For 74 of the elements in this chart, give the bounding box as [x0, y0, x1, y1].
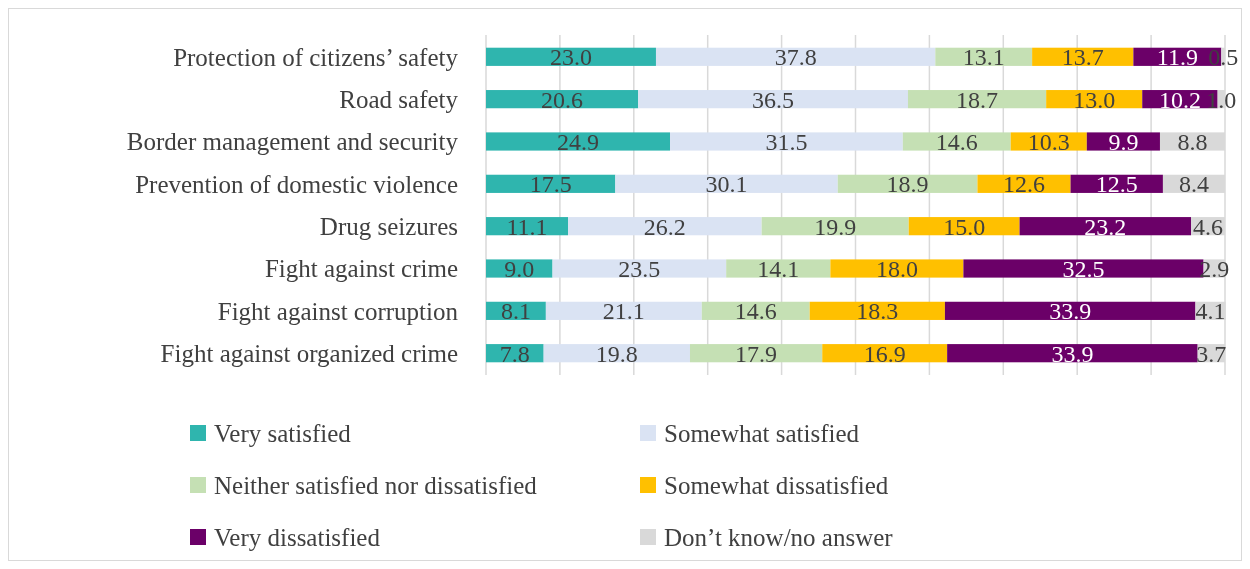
data-label: 21.1: [602, 298, 645, 325]
data-label: 11.1: [506, 213, 548, 240]
bar: [486, 132, 671, 151]
y-tick-label: Prevention of domestic violence: [135, 170, 458, 198]
data-label: 23.0: [549, 44, 592, 71]
data-label: 10.3: [1027, 128, 1070, 155]
data-label: 14.1: [757, 255, 800, 282]
y-tick-label: Fight against corruption: [217, 297, 459, 325]
data-label: 18.0: [875, 255, 918, 282]
data-label: 8.8: [1177, 128, 1208, 155]
data-label: 31.5: [765, 128, 808, 155]
data-label: 17.9: [735, 340, 778, 367]
y-tick-label: Fight against organized crime: [160, 339, 458, 367]
data-label: 10.2: [1158, 86, 1201, 113]
bar: [486, 47, 656, 66]
data-label: 33.9: [1051, 340, 1094, 367]
legend-label: Very satisfied: [214, 419, 352, 447]
data-label: 30.1: [705, 171, 748, 198]
data-label: 32.5: [1062, 255, 1105, 282]
data-label: 19.9: [814, 213, 857, 240]
data-label: 20.6: [541, 86, 584, 113]
y-tick-label: Protection of citizens’ safety: [173, 43, 459, 71]
bar: [944, 301, 1196, 320]
y-tick-label: Border management and security: [126, 128, 459, 156]
bar: [552, 259, 727, 278]
bar: [655, 47, 936, 66]
data-label: 37.8: [774, 44, 817, 71]
data-label: 36.5: [752, 86, 795, 113]
bar: [486, 174, 616, 193]
legend-label: Neither satisfied nor dissatisfied: [214, 471, 538, 499]
data-label: 12.6: [1002, 171, 1045, 198]
bar: [638, 90, 908, 109]
data-label: 16.9: [863, 340, 906, 367]
data-label: 17.5: [529, 171, 572, 198]
data-label: 8.1: [500, 298, 531, 325]
data-label: 24.9: [557, 128, 600, 155]
data-label: 15.0: [943, 213, 986, 240]
data-label: 13.1: [962, 44, 1005, 71]
legend-label: Very dissatisfied: [214, 523, 381, 551]
data-label: 26.2: [643, 213, 686, 240]
data-label: 18.3: [856, 298, 899, 325]
bar: [670, 132, 903, 151]
y-tick-label: Fight against crime: [264, 255, 458, 283]
bar: [830, 259, 964, 278]
bar: [726, 259, 831, 278]
bar: [545, 301, 702, 320]
data-label: 19.8: [595, 340, 638, 367]
bar: [568, 217, 762, 236]
data-label: 12.5: [1095, 171, 1138, 198]
data-label: 14.6: [935, 128, 978, 155]
data-label: 18.9: [886, 171, 929, 198]
data-label: 4.1: [1195, 298, 1226, 325]
data-label: 33.9: [1049, 298, 1092, 325]
data-label: 18.7: [956, 86, 999, 113]
data-label: 13.7: [1061, 44, 1104, 71]
legend-label: Somewhat satisfied: [664, 419, 860, 447]
data-label: 14.6: [734, 298, 777, 325]
data-label: 4.6: [1193, 213, 1223, 240]
legend-label: Somewhat dissatisfied: [664, 471, 889, 499]
data-label: 9.0: [504, 255, 535, 282]
legend-label: Don’t know/no answer: [664, 523, 894, 551]
y-tick-label: Road safety: [339, 85, 459, 113]
data-label: 23.5: [618, 255, 661, 282]
bar: [947, 344, 1198, 363]
data-label: 7.8: [499, 340, 530, 367]
bar: [902, 132, 1011, 151]
data-label: 8.4: [1178, 171, 1209, 198]
bar: [615, 174, 838, 193]
data-label: 23.2: [1084, 213, 1127, 240]
y-tick-label: Drug seizures: [319, 212, 458, 240]
data-label: 9.9: [1108, 128, 1139, 155]
bar: [1019, 217, 1192, 236]
data-label: 13.0: [1073, 86, 1116, 113]
data-label: 11.9: [1156, 44, 1198, 71]
